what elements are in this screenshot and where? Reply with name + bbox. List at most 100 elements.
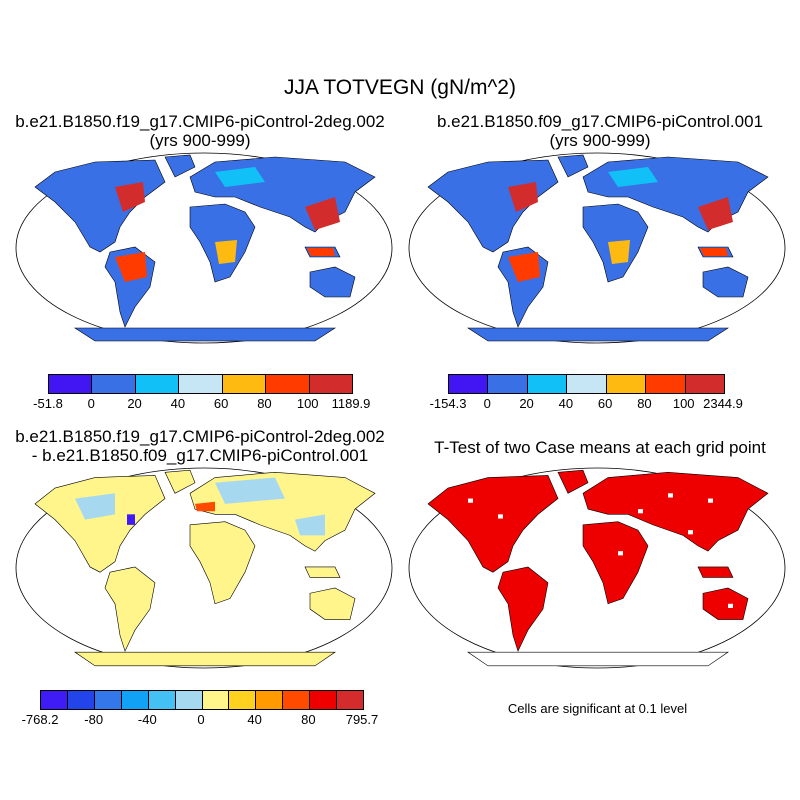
landmass-antarctica — [466, 327, 730, 342]
colorbar-label: 40 — [558, 396, 574, 411]
difference-patch — [215, 477, 285, 504]
insignificant-cell — [468, 498, 473, 503]
panel-3-title-line1: b.e21.B1850.f19_g17.CMIP6-piControl-2deg… — [15, 427, 385, 446]
colorbar-box — [256, 691, 284, 709]
colorbar-label: -768.2 — [21, 712, 59, 727]
colorbar-box — [606, 375, 647, 393]
colorbar-box — [94, 691, 122, 709]
colorbar-label: 2344.9 — [703, 396, 743, 411]
colorbar-box — [283, 691, 311, 709]
landmass-antarctica — [466, 651, 730, 667]
landmass-north-america — [427, 475, 559, 573]
colorbar-panel-2 — [448, 374, 725, 394]
colorbar-label: 40 — [170, 396, 186, 411]
colorbar-label: 80 — [257, 396, 272, 411]
landmass-greenland — [557, 154, 589, 178]
panel-2-title: b.e21.B1850.f09_g17.CMIP6-piControl.001 … — [400, 112, 800, 150]
panel-3-title-line2: - b.e21.B1850.f09_g17.CMIP6-piControl.00… — [31, 446, 369, 465]
figure-title: JJA TOTVEGN (gN/m^2) — [284, 76, 516, 99]
colorbar-label: 20 — [519, 396, 534, 411]
colorbar-box — [67, 691, 95, 709]
colorbar-label: -51.8 — [33, 396, 63, 411]
colorbar-label: 60 — [597, 396, 613, 411]
colorbar-label: 100 — [672, 396, 695, 411]
colorbar-label: 80 — [637, 396, 652, 411]
landmass-greenland — [164, 154, 196, 178]
colorbar-label: 1189.9 — [331, 396, 371, 411]
landmass-australia — [309, 587, 356, 620]
colorbar-box — [175, 691, 203, 709]
insignificant-cell — [618, 551, 623, 556]
colorbar-label: -80 — [84, 712, 104, 727]
colorbar-box — [135, 375, 180, 393]
colorbar-box — [646, 375, 686, 393]
landmass-eurasia — [582, 471, 769, 552]
colorbar-box — [148, 691, 176, 709]
landmass-south-america — [104, 566, 156, 652]
landmass-antarctica — [73, 651, 337, 667]
insignificant-cell — [668, 493, 673, 498]
colorbar-box — [527, 375, 568, 393]
colorbar-box — [179, 375, 223, 393]
map-panel-1 — [15, 152, 393, 344]
landmass-north-america — [34, 159, 166, 253]
colorbar-label: 20 — [127, 396, 142, 411]
difference-patch — [195, 501, 215, 512]
value-patch — [115, 182, 145, 212]
map-panel-2 — [408, 152, 786, 344]
panel-1-title-line2: (yrs 900-999) — [149, 131, 251, 150]
landmass-north-america — [427, 159, 559, 253]
panel-2-title-line1: b.e21.B1850.f09_g17.CMIP6-piControl.001 — [436, 112, 764, 131]
colorbar-box — [49, 375, 93, 393]
colorbar-box — [229, 691, 257, 709]
colorbar-box — [449, 375, 489, 393]
colorbar-label: 0 — [483, 396, 491, 411]
colorbar-label: 60 — [213, 396, 229, 411]
colorbar-difference — [40, 690, 364, 710]
landmass-australia — [702, 266, 749, 298]
colorbar-panel-1 — [48, 374, 353, 394]
value-patch — [698, 197, 733, 230]
insignificant-cell — [638, 509, 643, 514]
landmass-australia — [702, 587, 749, 620]
colorbar-box — [121, 691, 149, 709]
panel-1-title-line1: b.e21.B1850.f19_g17.CMIP6-piControl-2deg… — [15, 112, 385, 131]
landmass-africa — [582, 521, 649, 605]
colorbar-box — [92, 375, 136, 393]
landmass-antarctica — [73, 327, 337, 342]
colorbar-label: 0 — [87, 396, 95, 411]
colorbar-box — [222, 375, 267, 393]
landmass-greenland — [557, 469, 589, 494]
panel-2-title-line2: (yrs 900-999) — [549, 131, 651, 150]
value-patch — [307, 248, 335, 256]
colorbar-label: -40 — [137, 712, 157, 727]
value-patch — [115, 252, 147, 282]
colorbar-label: 100 — [296, 396, 319, 411]
significance-note: Cells are significant at 0.1 level — [507, 701, 688, 716]
value-patch — [305, 197, 340, 230]
landmass-maritime-continent — [697, 566, 734, 578]
value-patch — [608, 167, 658, 187]
colorbar-box — [685, 375, 724, 393]
insignificant-cell — [728, 603, 733, 608]
map-panel-3 — [15, 467, 393, 669]
colorbar-box — [266, 375, 310, 393]
value-patch — [215, 240, 237, 264]
landmass-maritime-continent — [304, 566, 341, 578]
colorbar-label: 80 — [301, 712, 316, 727]
insignificant-cell — [498, 514, 503, 519]
colorbar-label: 0 — [197, 712, 205, 727]
value-patch — [215, 167, 265, 187]
difference-patch — [75, 493, 115, 520]
colorbar-box — [567, 375, 607, 393]
colorbar-label: 40 — [247, 712, 262, 727]
value-patch — [508, 252, 540, 282]
colorbar-label: 795.7 — [345, 712, 379, 727]
landmass-south-america — [497, 566, 549, 652]
value-patch — [700, 248, 728, 256]
difference-patch — [127, 514, 135, 525]
panel-3-title: b.e21.B1850.f19_g17.CMIP6-piControl-2deg… — [0, 427, 400, 465]
value-patch — [608, 240, 630, 264]
map-panel-4 — [408, 467, 786, 669]
